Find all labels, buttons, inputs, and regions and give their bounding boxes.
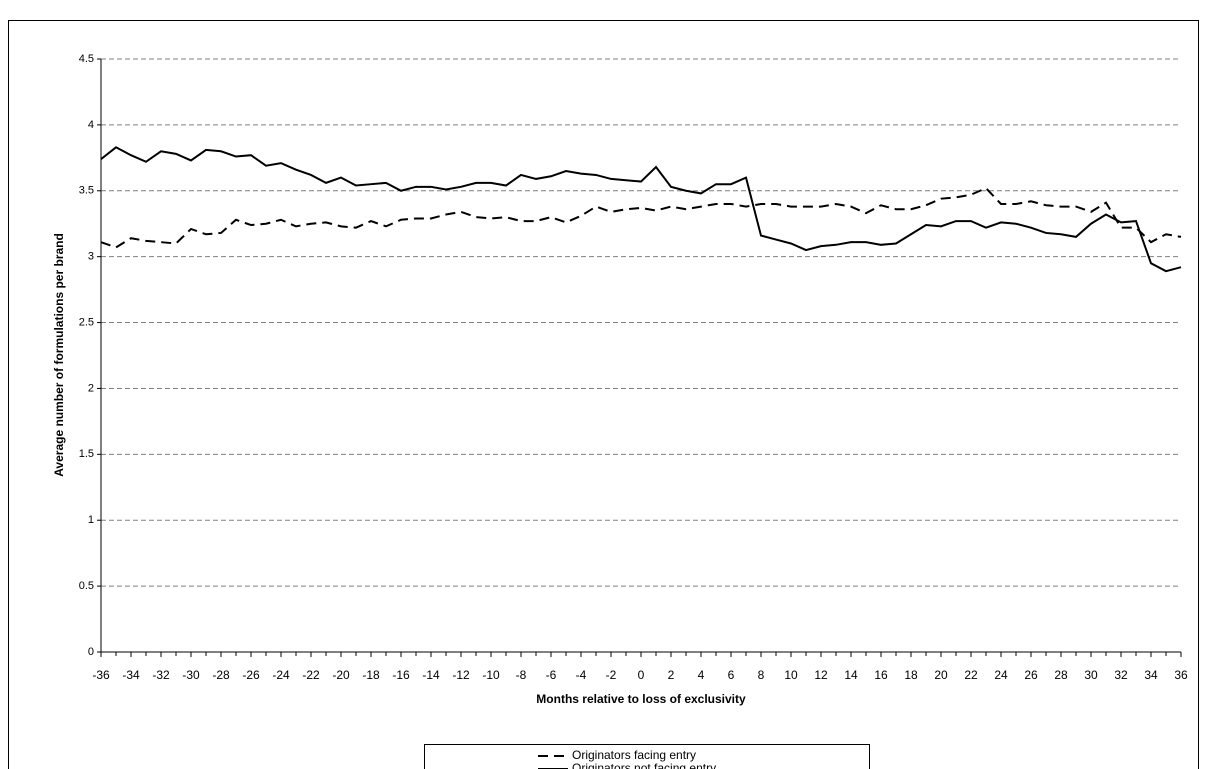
y-axis-title: Average number of formulations per brand bbox=[52, 233, 66, 477]
x-tick-label: -28 bbox=[212, 668, 230, 682]
x-tick-label: 14 bbox=[844, 668, 858, 682]
x-tick-label: 18 bbox=[904, 668, 918, 682]
y-tick-label: 3.5 bbox=[79, 185, 94, 197]
x-tick-label: 22 bbox=[964, 668, 978, 682]
x-tick-label: 34 bbox=[1144, 668, 1158, 682]
x-tick-label: -4 bbox=[576, 668, 587, 682]
y-tick-label: 3 bbox=[88, 251, 94, 263]
series-line bbox=[100, 146, 1182, 273]
x-tick-label: 0 bbox=[638, 668, 645, 682]
x-tick-label: -2 bbox=[606, 668, 617, 682]
x-tick-label: 32 bbox=[1114, 668, 1128, 682]
x-tick-label: -20 bbox=[332, 668, 350, 682]
x-tick-label: 6 bbox=[728, 668, 735, 682]
x-tick-label: 12 bbox=[814, 668, 828, 682]
y-tick-label: 0 bbox=[88, 646, 94, 658]
x-tick-label: -6 bbox=[546, 668, 557, 682]
x-tick-label: -26 bbox=[242, 668, 260, 682]
x-tick-label: 20 bbox=[934, 668, 948, 682]
x-tick-label: -34 bbox=[122, 668, 140, 682]
series-line bbox=[100, 186, 1182, 249]
x-tick-label: -30 bbox=[182, 668, 200, 682]
x-tick-label: -32 bbox=[152, 668, 170, 682]
x-tick-label: 2 bbox=[668, 668, 675, 682]
x-axis-title: Months relative to loss of exclusivity bbox=[536, 692, 746, 706]
x-tick-label: 4 bbox=[698, 668, 705, 682]
y-tick-label: 4 bbox=[88, 119, 94, 131]
y-tick-label: 4.5 bbox=[79, 53, 94, 65]
x-tick-label: -16 bbox=[392, 668, 410, 682]
x-tick-label: -10 bbox=[482, 668, 500, 682]
x-tick-label: 16 bbox=[874, 668, 888, 682]
y-tick-label: 1.5 bbox=[79, 448, 94, 460]
x-tick-label: -24 bbox=[272, 668, 290, 682]
x-tick-label: 28 bbox=[1054, 668, 1068, 682]
x-tick-label: -8 bbox=[516, 668, 527, 682]
x-tick-label: 30 bbox=[1084, 668, 1098, 682]
legend-label: Originators not facing entry bbox=[572, 761, 716, 769]
x-tick-label: 24 bbox=[994, 668, 1008, 682]
x-tick-label: 26 bbox=[1024, 668, 1038, 682]
chart-frame bbox=[8, 20, 1199, 769]
y-tick-label: 1 bbox=[88, 514, 94, 526]
x-tick-label: 10 bbox=[784, 668, 798, 682]
y-tick-label: 2 bbox=[88, 382, 94, 394]
legend-label: Originators facing entry bbox=[572, 748, 696, 762]
y-tick-label: 0.5 bbox=[79, 580, 94, 592]
legend-box bbox=[424, 744, 870, 769]
x-tick-label: -18 bbox=[362, 668, 380, 682]
x-tick-label: 36 bbox=[1174, 668, 1188, 682]
x-tick-label: -22 bbox=[302, 668, 320, 682]
x-tick-label: -36 bbox=[92, 668, 110, 682]
x-tick-label: 8 bbox=[758, 668, 765, 682]
x-tick-label: -14 bbox=[422, 668, 440, 682]
x-tick-label: -12 bbox=[452, 668, 470, 682]
y-tick-label: 2.5 bbox=[79, 316, 94, 328]
